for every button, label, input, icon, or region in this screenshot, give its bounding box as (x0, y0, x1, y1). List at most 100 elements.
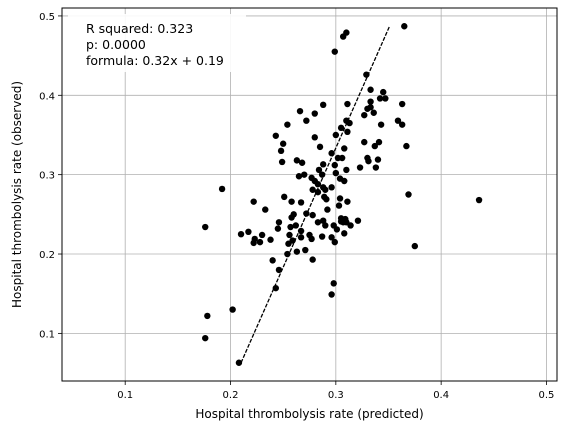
x-tick-label-4: 0.5 (539, 390, 555, 401)
data-point-81 (262, 206, 268, 212)
data-point-5 (367, 87, 373, 93)
data-point-130 (328, 291, 334, 297)
data-point-111 (298, 234, 304, 240)
data-point-128 (331, 280, 337, 286)
data-point-131 (229, 306, 235, 312)
data-point-113 (308, 236, 314, 242)
data-point-91 (355, 217, 361, 223)
data-point-32 (361, 139, 367, 145)
data-points (202, 23, 482, 366)
data-point-49 (320, 161, 326, 167)
data-point-133 (202, 335, 208, 341)
y-axis-ticks: 0.1 0.2 0.3 0.4 0.5 (39, 12, 62, 340)
data-point-36 (280, 141, 286, 147)
data-point-8 (377, 95, 383, 101)
data-point-97 (334, 226, 340, 232)
data-point-37 (341, 145, 347, 151)
data-point-57 (296, 173, 302, 179)
data-point-16 (371, 110, 377, 116)
data-point-101 (287, 224, 293, 230)
data-point-116 (267, 237, 273, 243)
data-point-2 (340, 33, 346, 39)
data-point-127 (276, 267, 282, 273)
data-point-25 (284, 121, 290, 127)
data-point-54 (333, 170, 339, 176)
data-point-102 (202, 224, 208, 230)
data-point-94 (276, 219, 282, 225)
data-point-69 (405, 191, 411, 197)
data-point-75 (250, 198, 256, 204)
data-point-105 (341, 230, 347, 236)
data-point-90 (340, 219, 346, 225)
y-tick-label-1: 0.2 (39, 250, 55, 261)
data-point-129 (273, 285, 279, 291)
data-point-50 (373, 164, 379, 170)
x-axis-ticks: 0.1 0.2 0.3 0.4 0.5 (117, 381, 554, 401)
data-point-134 (236, 360, 242, 366)
data-point-38 (278, 148, 284, 154)
data-point-93 (315, 219, 321, 225)
data-point-35 (403, 143, 409, 149)
data-point-14 (364, 106, 370, 112)
data-point-103 (298, 228, 304, 234)
data-point-124 (284, 251, 290, 257)
data-point-78 (476, 197, 482, 203)
data-point-6 (380, 89, 386, 95)
y-axis-label: Hospital thrombolysis rate (observed) (10, 81, 24, 308)
data-point-65 (322, 187, 328, 193)
data-point-77 (298, 199, 304, 205)
data-point-10 (399, 101, 405, 107)
y-tick-label-3: 0.4 (39, 91, 55, 102)
data-point-76 (288, 198, 294, 204)
data-point-0 (401, 23, 407, 29)
stats-line-2: formula: 0.32x + 0.19 (86, 53, 224, 68)
y-tick-label-4: 0.5 (39, 12, 55, 23)
x-tick-label-3: 0.4 (433, 390, 449, 401)
y-tick-label-0: 0.1 (39, 329, 55, 340)
data-point-64 (328, 184, 334, 190)
data-point-104 (245, 229, 251, 235)
data-point-4 (363, 71, 369, 77)
data-point-106 (238, 231, 244, 237)
data-point-68 (315, 189, 321, 195)
stats-line-1: p: 0.0000 (86, 37, 146, 52)
data-point-17 (312, 110, 318, 116)
data-point-132 (204, 313, 210, 319)
data-point-30 (312, 134, 318, 140)
data-point-21 (346, 120, 352, 126)
data-point-96 (347, 222, 353, 228)
data-point-24 (378, 121, 384, 127)
data-point-42 (375, 156, 381, 162)
data-point-125 (309, 256, 315, 262)
data-point-33 (372, 143, 378, 149)
data-point-9 (367, 98, 373, 104)
data-point-122 (302, 247, 308, 253)
data-point-126 (269, 257, 275, 263)
x-tick-label-2: 0.3 (328, 390, 344, 401)
stats-line-0: R squared: 0.323 (86, 21, 193, 36)
data-point-11 (344, 101, 350, 107)
data-point-108 (259, 232, 265, 238)
data-point-23 (399, 121, 405, 127)
data-point-22 (303, 117, 309, 123)
data-point-46 (279, 159, 285, 165)
data-point-98 (322, 222, 328, 228)
x-tick-label-1: 0.2 (223, 390, 239, 401)
data-point-12 (320, 102, 326, 108)
stats-annotation: R squared: 0.323p: 0.0000formula: 0.32x … (68, 14, 246, 72)
data-point-121 (412, 243, 418, 249)
data-point-3 (332, 48, 338, 54)
data-point-123 (294, 248, 300, 254)
x-axis-label: Hospital thrombolysis rate (predicted) (195, 407, 423, 421)
data-point-39 (328, 150, 334, 156)
data-point-99 (275, 225, 281, 231)
data-point-18 (361, 112, 367, 118)
data-point-29 (333, 132, 339, 138)
data-point-26 (338, 125, 344, 131)
data-point-48 (332, 162, 338, 168)
y-tick-label-2: 0.3 (39, 171, 55, 182)
data-point-80 (324, 206, 330, 212)
data-point-51 (357, 164, 363, 170)
data-point-74 (344, 198, 350, 204)
data-point-110 (319, 233, 325, 239)
